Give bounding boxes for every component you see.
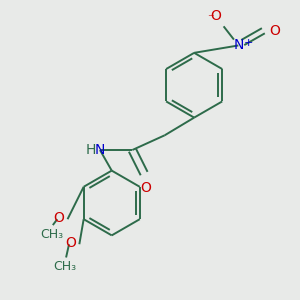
Text: +: +	[244, 38, 253, 47]
Text: O: O	[54, 211, 64, 225]
Text: O: O	[140, 181, 151, 195]
Text: O: O	[65, 236, 76, 250]
Text: CH₃: CH₃	[53, 260, 76, 273]
Text: O: O	[269, 24, 280, 38]
Text: ⁻: ⁻	[207, 13, 214, 26]
Text: N: N	[95, 143, 105, 157]
Text: H: H	[85, 143, 95, 157]
Text: N: N	[233, 38, 244, 52]
Text: CH₃: CH₃	[40, 228, 63, 241]
Text: O: O	[210, 9, 221, 23]
